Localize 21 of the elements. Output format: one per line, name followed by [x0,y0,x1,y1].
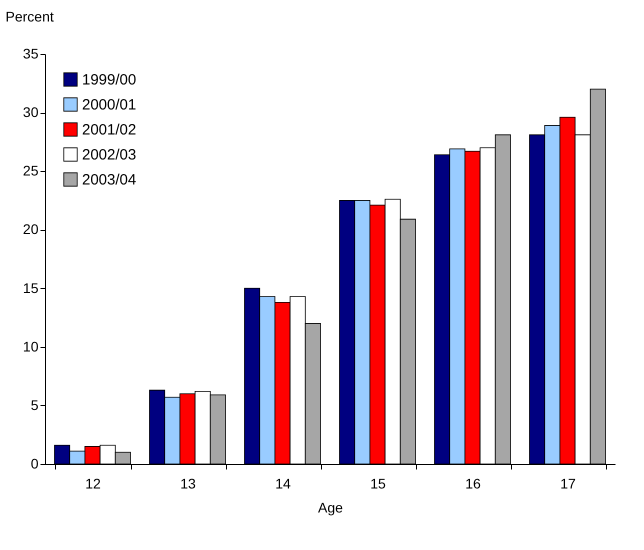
x-tick-label: 17 [560,476,576,492]
x-tick-label: 16 [465,476,481,492]
y-tick-label: 35 [22,46,39,62]
x-tick-label: 13 [180,476,196,492]
y-tick-label: 0 [30,456,39,472]
legend-label: 2001/02 [82,122,136,138]
x-axis-title: Age [318,500,344,516]
y-tick-label: 10 [22,338,39,354]
legend-label: 1999/00 [82,72,136,88]
y-tick-label: 30 [22,104,39,120]
y-tick-label: 15 [22,280,39,296]
y-tick-label: 5 [30,396,39,413]
x-tick-label: 12 [85,476,101,492]
y-axis-title: Percent [6,8,54,24]
y-tick-label: 25 [22,162,39,179]
legend-label: 2000/01 [82,96,136,114]
y-tick-label: 20 [22,221,39,238]
legend-label: 2002/03 [82,146,136,164]
x-tick-label: 15 [370,476,386,492]
legend-label: 2003/04 [82,172,136,188]
x-tick-label: 14 [275,476,291,492]
